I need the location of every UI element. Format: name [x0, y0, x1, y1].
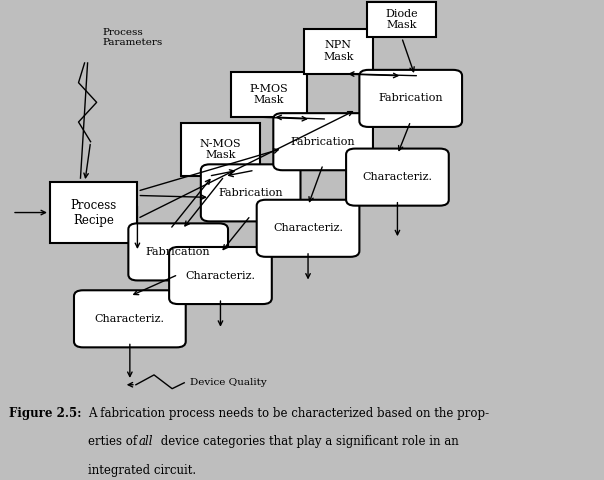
FancyBboxPatch shape — [181, 123, 260, 176]
Text: Fabrication: Fabrication — [379, 94, 443, 103]
Text: erties of: erties of — [88, 435, 141, 448]
Text: Characteriz.: Characteriz. — [95, 314, 165, 324]
FancyBboxPatch shape — [74, 290, 186, 348]
Text: NPN
Mask: NPN Mask — [323, 40, 353, 62]
Text: integrated circuit.: integrated circuit. — [88, 465, 196, 478]
FancyBboxPatch shape — [257, 200, 359, 257]
FancyBboxPatch shape — [304, 28, 373, 74]
Text: Figure 2.5:: Figure 2.5: — [9, 407, 82, 420]
Text: all: all — [139, 435, 153, 448]
FancyBboxPatch shape — [50, 182, 138, 243]
Text: Device Quality: Device Quality — [190, 378, 267, 387]
FancyBboxPatch shape — [346, 149, 449, 205]
FancyBboxPatch shape — [367, 2, 436, 37]
Text: Fabrication: Fabrication — [146, 247, 210, 257]
Text: Process
Recipe: Process Recipe — [71, 199, 117, 227]
Text: Characteriz.: Characteriz. — [185, 271, 255, 280]
Text: Fabrication: Fabrication — [219, 188, 283, 198]
FancyBboxPatch shape — [201, 164, 300, 221]
FancyBboxPatch shape — [231, 72, 307, 117]
FancyBboxPatch shape — [169, 247, 272, 304]
Text: P-MOS
Mask: P-MOS Mask — [249, 84, 288, 105]
Text: Characteriz.: Characteriz. — [362, 172, 432, 182]
FancyBboxPatch shape — [359, 70, 462, 127]
Text: Process
Parameters: Process Parameters — [103, 28, 163, 47]
Text: Characteriz.: Characteriz. — [273, 223, 343, 233]
Text: N-MOS
Mask: N-MOS Mask — [200, 139, 241, 160]
Text: A fabrication process needs to be characterized based on the prop-: A fabrication process needs to be charac… — [88, 407, 489, 420]
Text: device categories that play a significant role in an: device categories that play a significan… — [157, 435, 459, 448]
Text: Fabrication: Fabrication — [291, 137, 355, 147]
FancyBboxPatch shape — [273, 113, 373, 170]
FancyBboxPatch shape — [128, 223, 228, 280]
Text: Diode
Mask: Diode Mask — [385, 9, 418, 31]
